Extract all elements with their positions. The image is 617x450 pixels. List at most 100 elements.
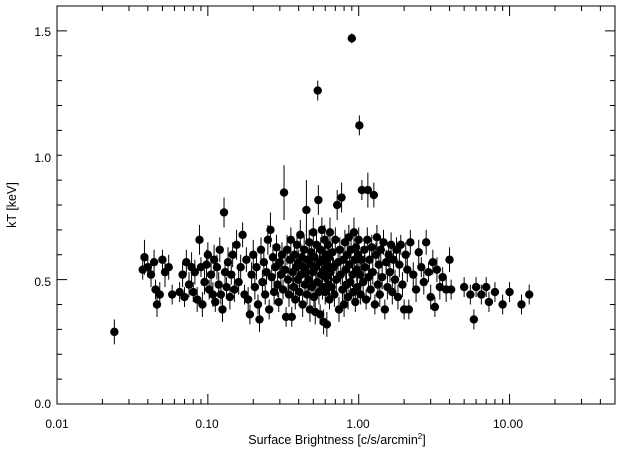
data-point <box>312 277 322 287</box>
data-point <box>471 282 481 292</box>
data-point <box>379 238 388 247</box>
data-point <box>206 270 216 279</box>
data-point <box>330 290 339 299</box>
data-point <box>385 267 395 277</box>
data-point <box>395 260 404 269</box>
data-point <box>275 258 285 267</box>
data-point <box>152 300 162 309</box>
data-point <box>366 285 375 294</box>
data-point <box>315 310 325 319</box>
x-axis-label-end: ] <box>422 433 425 447</box>
data-point <box>435 282 445 292</box>
data-point <box>386 240 396 249</box>
data-point <box>180 292 189 302</box>
data-point <box>367 243 376 252</box>
data-point <box>403 265 412 274</box>
data-point <box>261 290 270 299</box>
data-point <box>339 300 349 309</box>
data-point <box>481 282 491 292</box>
data-point <box>417 262 426 272</box>
data-point <box>236 262 245 272</box>
data-point <box>355 121 364 130</box>
data-point <box>304 275 313 284</box>
data-point <box>353 282 362 292</box>
data-point <box>376 245 385 254</box>
data-point <box>337 193 346 202</box>
data-point <box>232 240 241 249</box>
data-point <box>280 265 290 274</box>
data-point <box>282 245 292 254</box>
data-point <box>227 270 236 279</box>
data-point <box>430 302 440 312</box>
y-tick-label-2: 1.0 <box>34 151 51 165</box>
data-point <box>195 235 204 245</box>
data-point <box>256 245 266 254</box>
data-point <box>398 280 407 289</box>
data-point <box>211 297 220 307</box>
data-point <box>110 327 119 337</box>
data-point <box>140 253 149 262</box>
x-tick-label-2: 1.00 <box>346 417 370 431</box>
data-point <box>380 305 390 314</box>
data-point <box>356 290 365 299</box>
data-point <box>327 282 336 292</box>
data-point <box>466 290 475 299</box>
data-point <box>426 292 435 302</box>
data-point <box>298 300 307 309</box>
data-point <box>343 292 353 302</box>
data-point <box>411 285 421 294</box>
data-point <box>258 277 267 287</box>
data-point <box>331 235 340 245</box>
data-point <box>253 300 263 309</box>
data-point <box>323 240 333 249</box>
data-point <box>202 260 211 269</box>
data-point <box>490 287 500 297</box>
data-point <box>314 195 323 205</box>
data-point <box>273 280 282 289</box>
data-point <box>290 250 299 259</box>
data-point <box>414 248 423 257</box>
data-point <box>446 285 456 294</box>
data-point <box>216 290 226 299</box>
data-point <box>230 285 239 294</box>
data-point <box>299 245 309 254</box>
data-point <box>393 292 403 302</box>
data-point <box>525 290 534 299</box>
data-point <box>278 285 288 294</box>
data-point <box>269 287 279 297</box>
data-point <box>212 262 222 272</box>
data-point <box>424 267 433 277</box>
data-point <box>296 230 305 240</box>
error-bars <box>113 33 530 345</box>
data-point <box>223 258 233 267</box>
x-tick-label-1: 0.10 <box>195 417 219 431</box>
data-point <box>286 235 296 245</box>
data-point <box>365 255 374 264</box>
data-point <box>264 305 274 314</box>
data-point <box>363 185 373 195</box>
data-point <box>369 190 379 200</box>
data-point <box>178 270 187 279</box>
data-point <box>222 282 231 292</box>
data-point <box>354 235 363 245</box>
data-point <box>287 312 296 322</box>
data-point <box>377 272 387 282</box>
data-point <box>351 297 360 307</box>
data-point <box>215 245 224 254</box>
data-point <box>401 250 410 259</box>
x-axis-label-superscript: 2 <box>418 432 423 441</box>
data-point <box>289 282 298 292</box>
data-point <box>219 208 229 217</box>
data-point <box>361 295 371 304</box>
data-point <box>247 270 256 279</box>
x-axis-label-main: Surface Brightness [c/s/arcmin <box>248 433 418 447</box>
data-point <box>302 205 311 215</box>
data-point <box>346 277 355 287</box>
data-point <box>388 287 397 297</box>
data-point <box>255 315 264 324</box>
data-point <box>389 255 398 264</box>
data-point <box>158 255 167 264</box>
data-point <box>279 188 289 197</box>
data-point <box>421 238 431 247</box>
